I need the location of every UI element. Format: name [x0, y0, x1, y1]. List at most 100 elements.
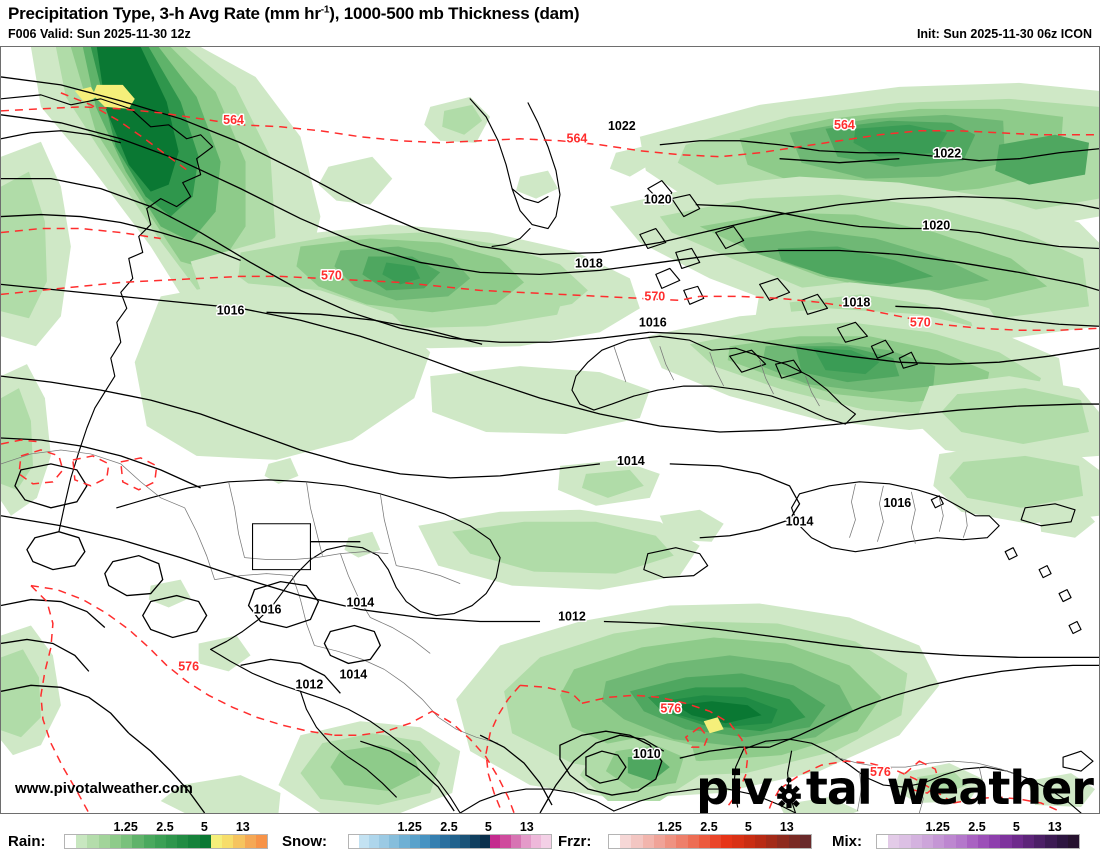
colorbar-ticks-snow: 1.25 2.5 5 13	[348, 820, 550, 834]
legend-label-rain: Rain:	[8, 833, 46, 850]
colorbar-swatch	[1000, 835, 1012, 848]
colorbar-swatch	[480, 835, 491, 848]
model-init-time: Init: Sun 2025-11-30 06z ICON	[916, 27, 1092, 41]
colorbar-swatch	[777, 835, 789, 848]
colorbar-swatch	[743, 835, 755, 848]
colorbar-swatch	[121, 835, 133, 848]
colorbar-swatch	[349, 835, 360, 848]
colorbar-swatch	[921, 835, 934, 848]
colorbar-tick: 13	[519, 820, 534, 834]
colorbar-swatch	[222, 835, 234, 848]
colorbar-swatch	[460, 835, 471, 848]
colorbar-swatch	[439, 835, 450, 848]
legend-label-frzr: Frzr:	[558, 833, 592, 850]
colorbar-swatch	[359, 835, 370, 848]
page-title-tail: ), 1000-500 mb Thickness (dam)	[329, 4, 580, 23]
colorbar-swatch	[1011, 835, 1023, 848]
colorbar-swatch	[369, 835, 380, 848]
watermark-text-post: tal weather	[805, 761, 1094, 814]
colorbar-ticks-mix: 1.25 2.5 5 13	[876, 820, 1078, 834]
colorbar-swatch	[721, 835, 733, 848]
thickness-label: 576	[870, 765, 891, 779]
isobar-label: 1022	[933, 147, 961, 161]
colorbar-swatch	[676, 835, 688, 848]
colorbar-swatch	[966, 835, 978, 848]
colorbar-swatch	[233, 835, 245, 848]
isobar-label: 1016	[254, 603, 282, 617]
colorbar-swatch	[910, 835, 922, 848]
colorbar-swatch	[653, 835, 666, 848]
colorbar-swatch	[65, 835, 77, 848]
colorbar-swatch	[143, 835, 155, 848]
colorbar-swatch	[530, 835, 541, 848]
colorbar-tick: 5	[200, 820, 208, 834]
colorbar-swatch	[709, 835, 722, 848]
map-graphics: 1022 1022 1020 1020 1018 1018 1016 1016 1014 1016…	[1, 47, 1099, 813]
page-title-superscript: -1	[320, 4, 330, 16]
colorbar-swatch	[540, 835, 551, 848]
isobar-label-group: 1022 1022 1020 1020 1018 1018 1016 1016 1014 1016…	[215, 117, 963, 762]
isobar-label: 1016	[883, 496, 911, 510]
colorbar-swatch	[449, 835, 461, 848]
colorbar-swatch	[609, 835, 621, 848]
forecast-valid-time: F006 Valid: Sun 2025-11-30 12z	[8, 27, 191, 41]
map-canvas[interactable]: 1022 1022 1020 1020 1018 1018 1016 1016 1014 1016…	[0, 46, 1100, 814]
colorbar-tick: 5	[484, 820, 492, 834]
thickness-label: 570	[644, 289, 665, 303]
colorbar-swatch	[665, 835, 677, 848]
colorbar-swatch	[210, 835, 223, 848]
colorbar-tick: 1.25	[657, 820, 682, 834]
colorbar-swatch	[989, 835, 1001, 848]
isobar-label: 1020	[922, 219, 950, 233]
thickness-label-group: 564 564 564 570 570 570 576 576 576	[177, 111, 933, 780]
colorbar-swatch	[642, 835, 654, 848]
isobar-label: 1010	[633, 747, 661, 761]
thickness-label: 564	[834, 118, 855, 132]
map-header: Precipitation Type, 3-h Avg Rate (mm hr-…	[0, 0, 1100, 46]
legend-bar: Rain: 1.25 2.5 5 13 Snow: 1.25 2.5 5 13 Frzr: 1.25 2…	[0, 814, 1100, 850]
colorbar-swatch	[87, 835, 99, 848]
colorbar-swatch	[620, 835, 632, 848]
colorbar-swatch	[1056, 835, 1068, 848]
colorbar-swatch	[788, 835, 800, 848]
colorbar-tick: 13	[779, 820, 794, 834]
colorbar-swatch	[1022, 835, 1035, 848]
colorbar-tick: 13	[1047, 820, 1062, 834]
thickness-label: 564	[567, 132, 588, 146]
colorbar-rain[interactable]	[64, 834, 268, 849]
colorbar-swatch	[799, 835, 811, 848]
colorbar-mix[interactable]	[876, 834, 1080, 849]
legend-label-mix: Mix:	[832, 833, 862, 850]
colorbar-swatch	[933, 835, 945, 848]
colorbar-swatch	[132, 835, 144, 848]
colorbar-swatch	[429, 835, 440, 848]
colorbar-snow[interactable]	[348, 834, 552, 849]
colorbar-tick: 1.25	[925, 820, 950, 834]
colorbar-tick: 5	[744, 820, 752, 834]
colorbar-tick: 1.25	[113, 820, 138, 834]
colorbar-swatch	[977, 835, 990, 848]
isobar-label: 1012	[558, 610, 586, 624]
colorbar-ticks-frzr: 1.25 2.5 5 13	[608, 820, 810, 834]
legend-label-snow: Snow:	[282, 833, 327, 850]
page-title-main: Precipitation Type, 3-h Avg Rate (mm hr	[8, 4, 321, 23]
isobar-layer	[1, 76, 1099, 813]
colorbar-frzr[interactable]	[608, 834, 812, 849]
colorbar-swatch	[389, 835, 400, 848]
colorbar-swatch	[899, 835, 911, 848]
thickness-label: 570	[321, 268, 342, 282]
colorbar-swatch	[199, 835, 211, 848]
watermark: piv	[696, 765, 1094, 811]
colorbar-swatch	[510, 835, 521, 848]
colorbar-swatch	[1067, 835, 1079, 848]
precipitation-shading-layer	[1, 47, 1099, 813]
colorbar-swatch	[687, 835, 699, 848]
colorbar-swatch	[955, 835, 967, 848]
thickness-label: 576	[660, 701, 681, 715]
colorbar-swatch	[944, 835, 956, 848]
colorbar-tick: 13	[235, 820, 250, 834]
isobar-label: 1020	[644, 193, 672, 207]
colorbar-swatch	[244, 835, 256, 848]
colorbar-tick: 1.25	[397, 820, 422, 834]
